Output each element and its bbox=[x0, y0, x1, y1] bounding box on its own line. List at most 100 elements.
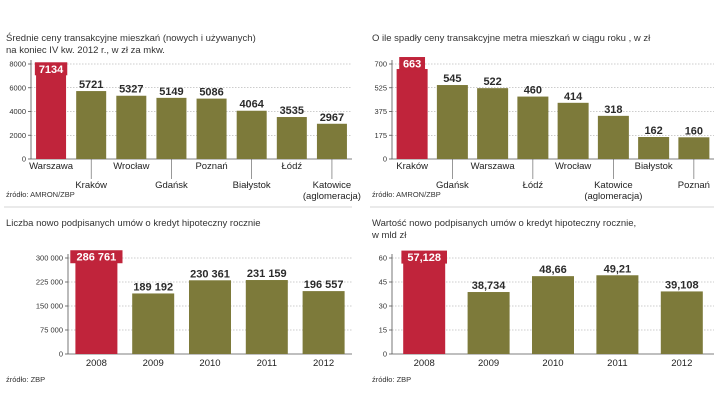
value-label: 460 bbox=[524, 85, 542, 97]
x-category-label: 2009 bbox=[478, 358, 499, 369]
bar bbox=[467, 292, 510, 354]
bar bbox=[596, 275, 639, 354]
value-label: 5721 bbox=[79, 79, 103, 91]
value-label: 522 bbox=[483, 76, 501, 88]
x-category-label: Białystok bbox=[233, 180, 271, 191]
y-tick-label: 150 000 bbox=[36, 302, 63, 311]
x-category-label: Wrocław bbox=[113, 161, 149, 172]
chart-source: źródło: AMRON/ZBP bbox=[6, 190, 75, 199]
value-label: 5149 bbox=[159, 86, 183, 98]
bar bbox=[276, 117, 307, 159]
value-label: 7134 bbox=[39, 64, 64, 76]
x-category-label: Gdańsk bbox=[155, 180, 188, 191]
y-tick-label: 175 bbox=[374, 131, 387, 140]
y-tick-label: 15 bbox=[379, 326, 387, 335]
x-category-label: Białystok bbox=[635, 161, 673, 172]
value-label: 162 bbox=[644, 125, 662, 137]
chart-title: w mld zł bbox=[371, 230, 407, 241]
y-tick-label: 225 000 bbox=[36, 278, 63, 287]
value-label: 5327 bbox=[119, 84, 143, 96]
x-category-label: 2008 bbox=[86, 358, 107, 369]
value-label: 49,21 bbox=[604, 263, 632, 275]
y-tick-label: 700 bbox=[374, 60, 387, 69]
x-category-label: Warszawa bbox=[471, 161, 516, 172]
y-tick-label: 0 bbox=[59, 350, 63, 359]
value-label-bg bbox=[34, 62, 68, 76]
bar bbox=[532, 276, 574, 354]
x-category-label: Warszawa bbox=[29, 161, 74, 172]
chart-4: Wartość nowo podpisanych umów o kredyt h… bbox=[371, 218, 714, 384]
bar bbox=[660, 291, 703, 354]
value-label: 4064 bbox=[239, 99, 264, 111]
x-category-label: (aglomeracja) bbox=[303, 191, 361, 202]
y-tick-label: 0 bbox=[22, 155, 26, 164]
bar-highlighted bbox=[36, 74, 67, 159]
bar bbox=[236, 110, 267, 159]
value-label: 189 192 bbox=[133, 281, 173, 293]
x-category-label: Katowice bbox=[313, 180, 352, 191]
value-label: 3535 bbox=[280, 105, 304, 117]
bar bbox=[156, 97, 187, 159]
y-tick-label: 300 000 bbox=[36, 254, 63, 263]
value-label: 38,734 bbox=[472, 280, 507, 292]
value-label: 286 761 bbox=[77, 252, 117, 264]
bar bbox=[638, 137, 670, 159]
value-label: 160 bbox=[685, 125, 703, 137]
x-category-label: 2010 bbox=[199, 358, 220, 369]
chart-3: Liczba nowo podpisanych umów o kredyt hi… bbox=[6, 218, 352, 384]
bar bbox=[245, 280, 288, 354]
y-tick-label: 8000 bbox=[9, 60, 26, 69]
chart-source: źródło: ZBP bbox=[372, 375, 411, 384]
y-tick-label: 60 bbox=[379, 254, 387, 263]
x-category-label: Wrocław bbox=[555, 161, 591, 172]
y-tick-label: 75 000 bbox=[40, 326, 63, 335]
x-category-label: 2011 bbox=[257, 358, 277, 369]
x-category-label: 2009 bbox=[143, 358, 164, 369]
value-label-bg bbox=[401, 250, 447, 264]
x-category-label: Poznań bbox=[195, 161, 227, 172]
bar bbox=[76, 91, 107, 159]
chart-title: O ile spadły ceny transakcyjne metra mie… bbox=[372, 33, 651, 44]
bar bbox=[316, 123, 347, 159]
value-label: 196 557 bbox=[304, 279, 344, 291]
chart-title: Średnie ceny transakcyjne mieszkań (nowy… bbox=[6, 32, 256, 44]
chart-title: Liczba nowo podpisanych umów o kredyt hi… bbox=[6, 218, 261, 229]
bar bbox=[597, 115, 629, 159]
value-label: 5086 bbox=[199, 87, 223, 99]
x-category-label: Katowice bbox=[594, 180, 633, 191]
bar bbox=[196, 98, 227, 159]
y-tick-label: 30 bbox=[379, 302, 387, 311]
x-category-label: Gdańsk bbox=[436, 180, 469, 191]
y-tick-label: 0 bbox=[383, 350, 387, 359]
x-category-label: 2011 bbox=[607, 358, 627, 369]
bar bbox=[132, 293, 175, 354]
y-tick-label: 45 bbox=[379, 278, 387, 287]
y-tick-label: 525 bbox=[374, 83, 387, 92]
x-category-label: Kraków bbox=[396, 161, 428, 172]
value-label: 57,128 bbox=[407, 252, 441, 264]
x-category-label: (aglomeracja) bbox=[584, 191, 642, 202]
chart-title: Wartość nowo podpisanych umów o kredyt h… bbox=[372, 218, 636, 229]
value-label-bg bbox=[399, 57, 426, 71]
x-category-label: Łódź bbox=[282, 161, 303, 172]
bar bbox=[436, 85, 468, 159]
bar-highlighted bbox=[403, 262, 446, 354]
value-label: 414 bbox=[564, 91, 583, 103]
chart-source: źródło: AMRON/ZBP bbox=[372, 190, 441, 199]
y-tick-label: 0 bbox=[383, 155, 387, 164]
x-category-label: 2010 bbox=[542, 358, 563, 369]
bar bbox=[302, 291, 345, 354]
bar bbox=[678, 137, 710, 159]
value-label: 318 bbox=[604, 104, 622, 116]
x-category-label: Poznań bbox=[678, 180, 710, 191]
x-category-label: Łódź bbox=[523, 180, 544, 191]
chart-title: na koniec IV kw. 2012 r., w zł za mkw. bbox=[6, 45, 165, 56]
value-label: 231 159 bbox=[247, 268, 287, 280]
bar-highlighted bbox=[396, 69, 428, 159]
y-tick-label: 4000 bbox=[9, 107, 26, 116]
bar bbox=[557, 102, 589, 159]
chart-source: źródło: ZBP bbox=[6, 375, 45, 384]
value-label: 230 361 bbox=[190, 268, 230, 280]
x-category-label: 2008 bbox=[414, 358, 435, 369]
